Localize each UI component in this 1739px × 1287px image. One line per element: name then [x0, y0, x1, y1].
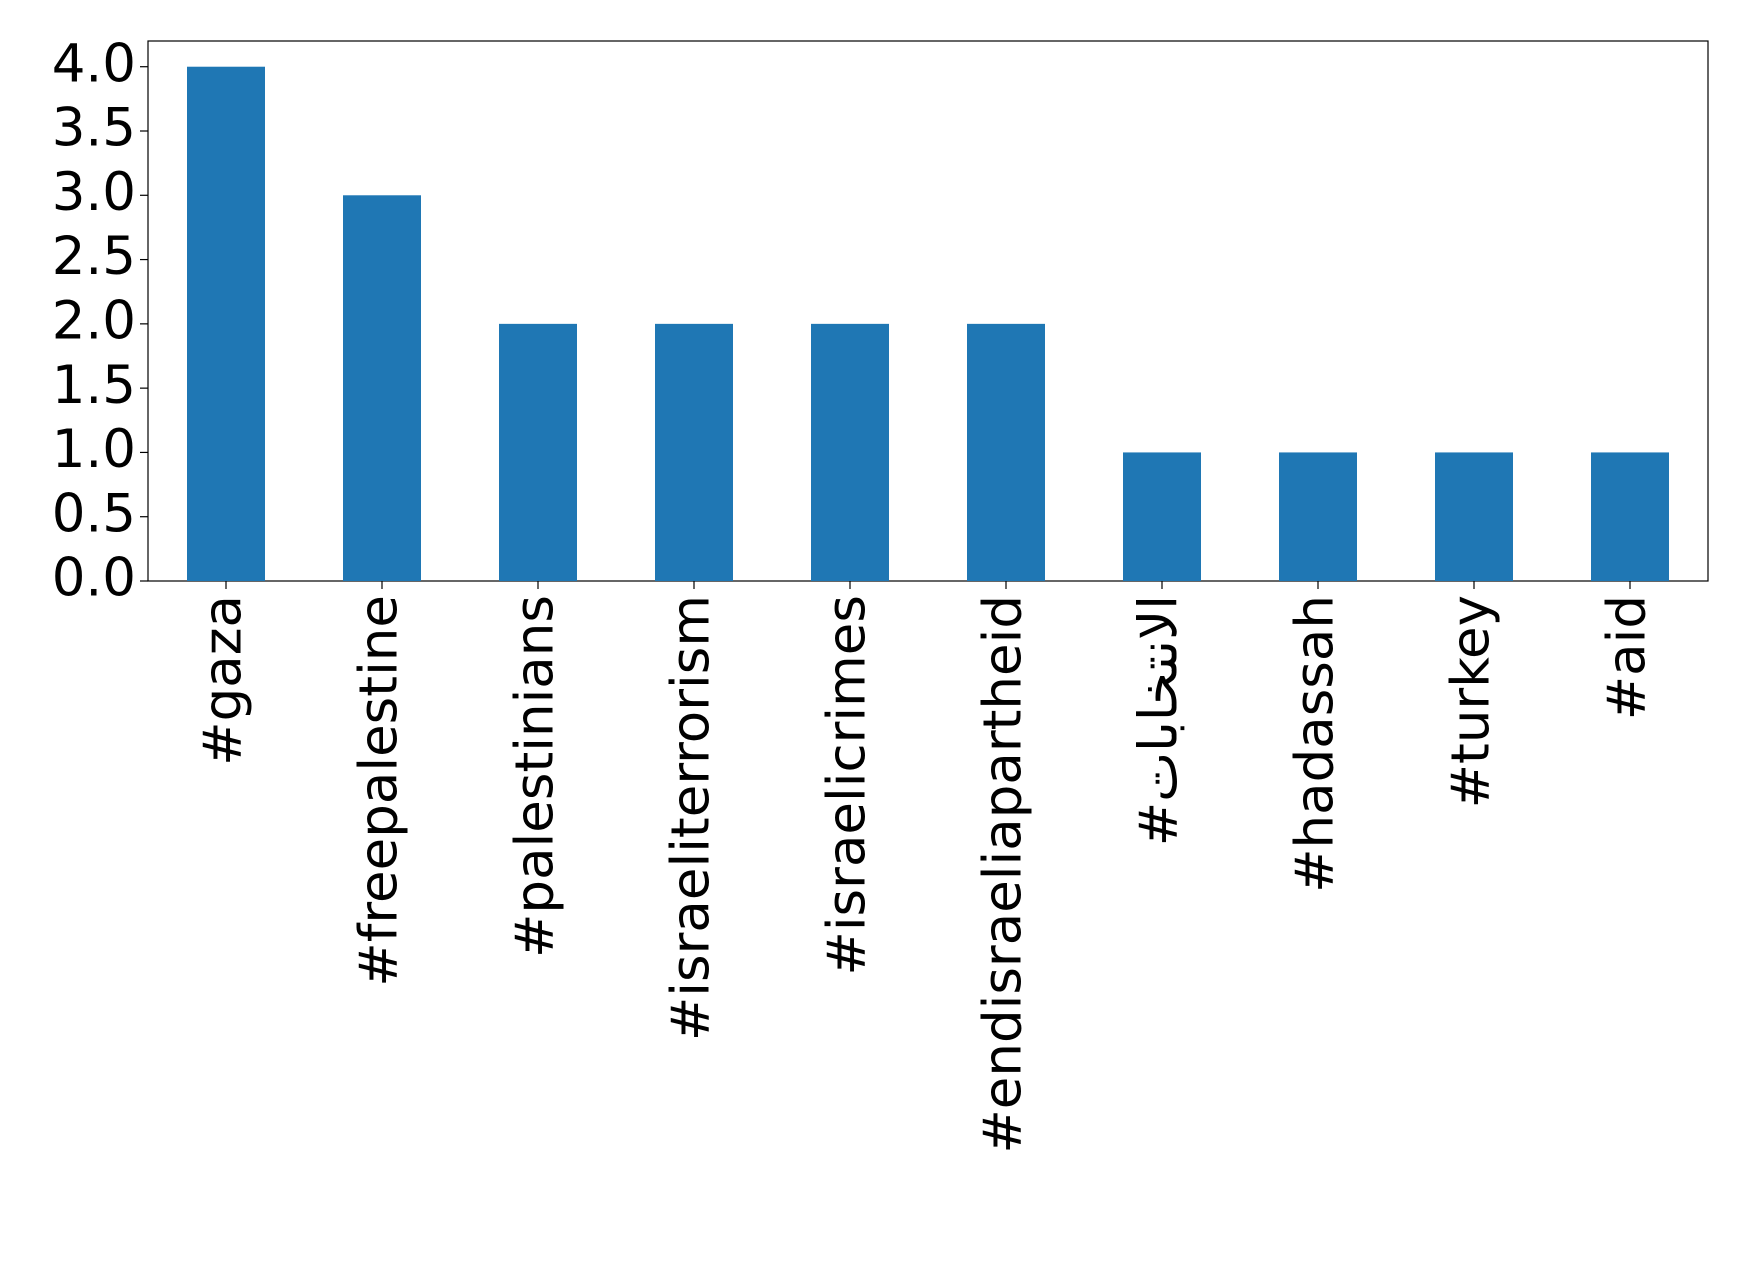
x-tick-label: #gaza	[193, 595, 254, 766]
x-tick-label: #hadassah	[1285, 595, 1346, 893]
bar	[655, 323, 733, 581]
bar	[1435, 452, 1513, 581]
x-tick-label: #israeliterrorism	[661, 595, 722, 1041]
y-tick-label: 4.0	[52, 33, 136, 94]
x-tick-label: #israelicrimes	[817, 595, 878, 976]
y-tick-label: 0.0	[52, 548, 136, 609]
x-tick-label: #endisraeliapartheid	[973, 595, 1034, 1154]
y-tick-label: 3.5	[52, 98, 136, 159]
x-tick-label: #aid	[1597, 595, 1658, 720]
bar	[811, 323, 889, 581]
y-tick-label: 1.5	[52, 355, 136, 416]
x-tick-label: #palestinians	[505, 595, 566, 958]
x-tick-label: #turkey	[1441, 595, 1502, 808]
y-tick-label: 0.5	[52, 483, 136, 544]
bar	[1591, 452, 1669, 581]
x-tick-label: #الانتخابات	[1129, 595, 1190, 846]
y-tick-label: 2.0	[52, 290, 136, 351]
bar	[187, 66, 265, 581]
bar	[1123, 452, 1201, 581]
bar	[499, 323, 577, 581]
x-tick-label: #freepalestine	[349, 595, 410, 987]
y-tick-label: 2.5	[52, 226, 136, 287]
bar	[1279, 452, 1357, 581]
y-tick-label: 1.0	[52, 419, 136, 480]
y-tick-label: 3.0	[52, 162, 136, 223]
bar	[967, 323, 1045, 581]
plot-frame	[147, 40, 1709, 582]
bar	[343, 195, 421, 582]
